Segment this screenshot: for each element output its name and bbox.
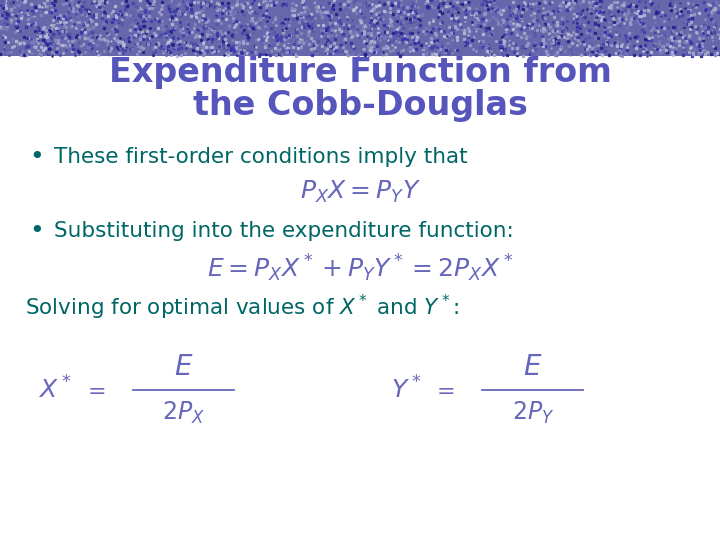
Text: $2P_Y$: $2P_Y$	[512, 400, 554, 426]
Text: Expenditure Function from: Expenditure Function from	[109, 56, 611, 90]
Text: the Cobb-Douglas: the Cobb-Douglas	[192, 89, 528, 122]
Text: Substituting into the expenditure function:: Substituting into the expenditure functi…	[54, 220, 514, 241]
Text: $Y^*$: $Y^*$	[390, 376, 421, 403]
Text: $=$: $=$	[83, 380, 105, 400]
Text: $2P_X$: $2P_X$	[162, 400, 205, 426]
Text: •: •	[29, 219, 43, 242]
Text: •: •	[29, 145, 43, 168]
FancyBboxPatch shape	[0, 0, 720, 56]
Text: These first-order conditions imply that: These first-order conditions imply that	[54, 146, 467, 167]
Text: $E$: $E$	[523, 353, 543, 381]
Text: Solving for optimal values of $X^*$ and $Y^*$:: Solving for optimal values of $X^*$ and …	[25, 293, 459, 322]
Text: $=$: $=$	[432, 380, 454, 400]
Text: $P_X X = P_Y Y$: $P_X X = P_Y Y$	[300, 179, 420, 205]
Text: $E$: $E$	[174, 353, 194, 381]
Text: $X^*$: $X^*$	[38, 376, 72, 403]
Text: $E = P_X X^* + P_Y Y^* = 2P_X X^*$: $E = P_X X^* + P_Y Y^* = 2P_X X^*$	[207, 253, 513, 284]
